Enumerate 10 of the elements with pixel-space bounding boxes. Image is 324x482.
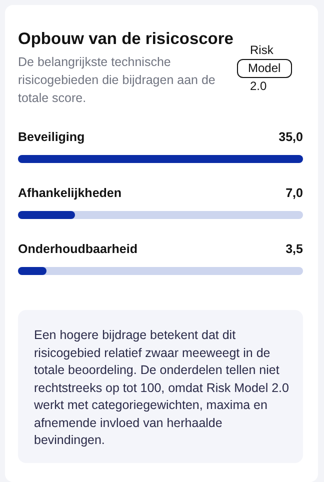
y-tick-label: Onderhoudbaarheid: [18, 242, 138, 256]
badge: Risk Model 2.0: [238, 42, 292, 95]
y-tick-label: Beveiliging: [18, 130, 85, 144]
chart-title: Opbouw van de risicoscore: [18, 30, 234, 49]
y-tick-label: Afhankelijkheden: [18, 186, 122, 200]
data-label: 35,0: [278, 130, 304, 144]
data-label: 3,5: [286, 242, 304, 256]
data-label: 7,0: [286, 186, 304, 200]
chart-subtitle: De belangrijkste technische risicogebieden die bijdragen aan de totale score.: [18, 54, 216, 107]
note-panel: Een hogere bijdrage betekent dat dit risicogebied relatief zwaar meeweegt in de totale beoordeling. De onderdelen tellen niet rechtstreeks op tot 100, omdat Risk Model 2.0 werkt met categoriegewichten, maxima en afnemende invloed van herhaalde bevindingen.: [18, 310, 303, 463]
